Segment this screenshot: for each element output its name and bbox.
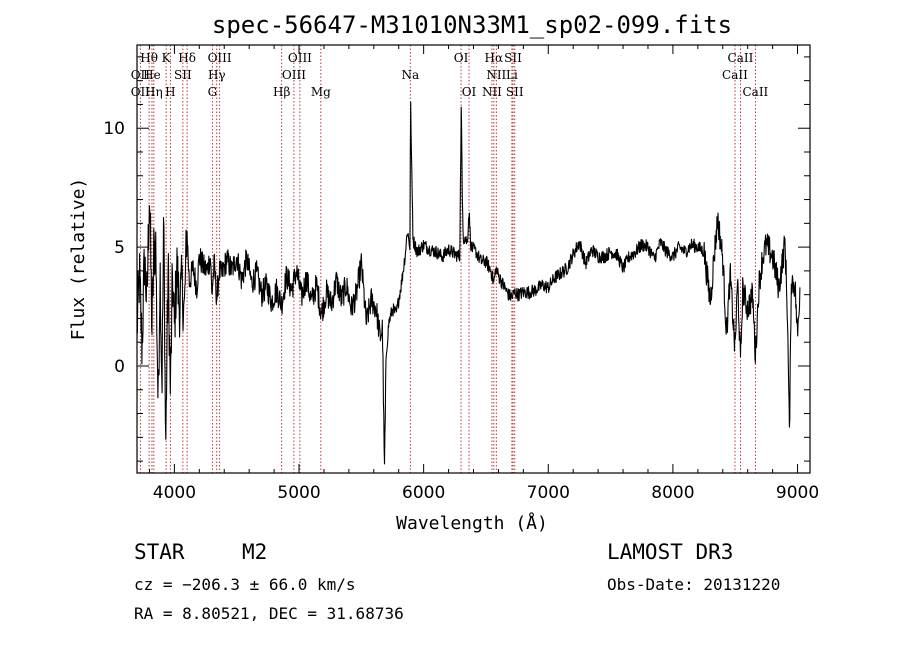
velocity-text: cz = −206.3 ± 66.0 km/s: [134, 575, 356, 594]
line-label: SII: [504, 51, 522, 65]
x-axis-label: Wavelength (Å): [396, 512, 548, 534]
line-label: OII: [131, 85, 151, 99]
x-axis-ticks: 4000 5000 6000 7000 8000 9000: [148, 45, 819, 503]
x-tick-label: 8000: [651, 483, 694, 503]
line-label: OI: [454, 51, 469, 65]
y-tick-label: 5: [114, 238, 125, 258]
line-label: CaII: [742, 85, 768, 99]
line-label: CaII: [728, 51, 754, 65]
line-label: Li: [506, 68, 518, 82]
line-label: H: [165, 85, 175, 99]
line-label: Hη: [145, 85, 163, 99]
x-tick-label: 7000: [527, 483, 570, 503]
line-label: OIII: [208, 51, 232, 65]
line-label: CaII: [722, 68, 748, 82]
chart-title: spec-56647-M31010N33M1_sp02-099.fits: [212, 11, 732, 39]
line-label: NII: [486, 68, 506, 82]
coordinates-text: RA = 8.80521, DEC = 31.68736: [134, 604, 404, 623]
x-tick-label: 5000: [277, 483, 320, 503]
line-label: SII: [174, 68, 192, 82]
line-label: Hθ: [140, 51, 158, 65]
obs-date: Obs-Date: 20131220: [607, 575, 781, 594]
y-axis-ticks: 0 5 10: [103, 56, 810, 462]
survey-name: LAMOST DR3: [607, 540, 734, 564]
line-label: Mg: [311, 85, 331, 99]
line-label: Hδ: [178, 51, 196, 65]
line-label: K: [162, 51, 172, 65]
line-label: SII: [506, 85, 524, 99]
spectral-line-markers: [139, 45, 756, 473]
line-label: Na: [401, 68, 419, 82]
line-label: Hγ: [208, 68, 226, 82]
y-axis-label: Flux (relative): [68, 178, 89, 341]
line-label: Hα: [485, 51, 504, 65]
line-label: OII: [131, 68, 151, 82]
x-tick-label: 4000: [153, 483, 196, 503]
line-label: Hβ: [273, 85, 290, 99]
line-label: NII: [482, 85, 502, 99]
y-tick-label: 0: [114, 357, 125, 377]
x-tick-label: 6000: [402, 483, 445, 503]
line-label: He: [143, 68, 161, 82]
line-label: OI: [462, 85, 477, 99]
x-tick-label: 9000: [776, 483, 819, 503]
y-tick-label: 10: [103, 119, 125, 139]
object-class: STAR: [134, 540, 185, 564]
line-label: OIII: [282, 68, 306, 82]
line-label: G: [208, 85, 218, 99]
object-subclass: M2: [242, 540, 268, 564]
line-label: OIII: [288, 51, 312, 65]
spectrum-line: [136, 101, 801, 465]
